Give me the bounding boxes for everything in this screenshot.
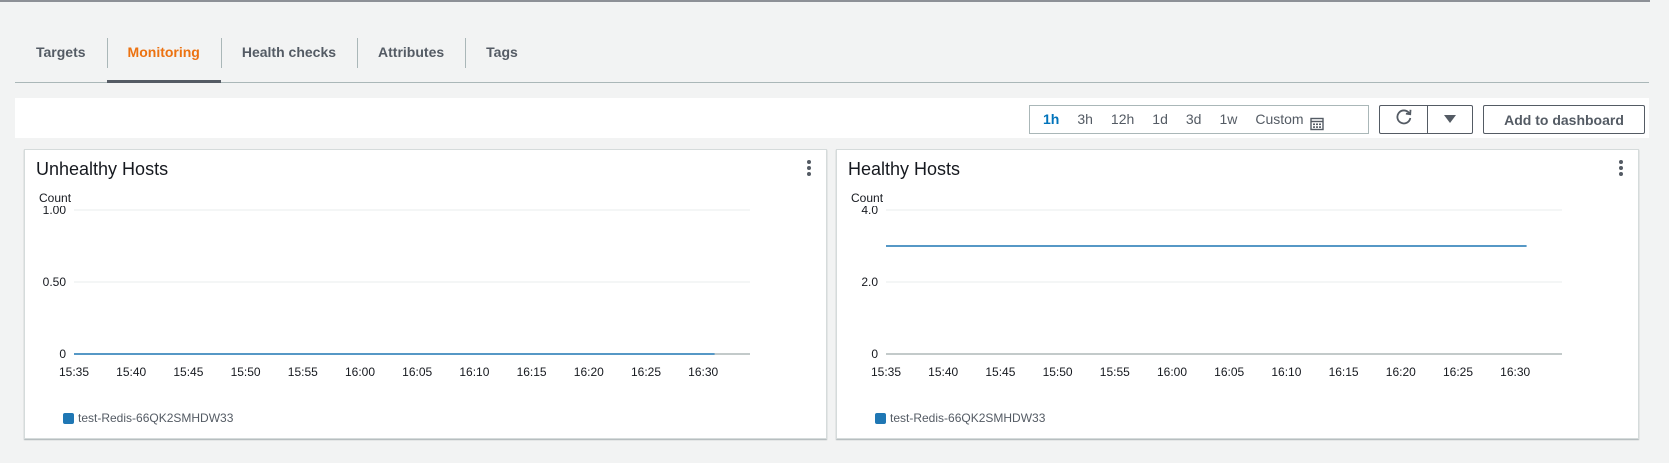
panel-title: Unhealthy Hosts bbox=[36, 159, 169, 179]
range-12h[interactable]: 12h bbox=[1110, 111, 1135, 127]
legend-label: test-Redis-66QK2SMHDW33 bbox=[890, 411, 1046, 425]
refresh-button[interactable] bbox=[1380, 106, 1428, 133]
healthy-hosts-chart: 0 2.0 4.0 15:35 15:40 15:45 15:50 15:55 16:00 16:… bbox=[861, 206, 1562, 379]
tab-monitoring[interactable]: Monitoring bbox=[106, 38, 222, 83]
y-tick-label: 2.0 bbox=[861, 275, 878, 289]
x-tick-label: 16:15 bbox=[517, 365, 547, 379]
refresh-control bbox=[1379, 105, 1473, 134]
x-tick-label: 15:50 bbox=[1043, 365, 1073, 379]
x-tick-label: 16:15 bbox=[1329, 365, 1359, 379]
y-axis-label: Count bbox=[39, 191, 72, 205]
legend-swatch bbox=[875, 412, 886, 424]
refresh-icon bbox=[1395, 108, 1413, 131]
tab-label: Tags bbox=[486, 44, 518, 60]
legend-swatch bbox=[63, 412, 74, 424]
tab-health-checks[interactable]: Health checks bbox=[220, 38, 357, 82]
tab-label: Targets bbox=[36, 44, 86, 60]
x-tick-label: 15:45 bbox=[985, 365, 1015, 379]
caret-down-icon bbox=[1444, 111, 1456, 129]
y-tick-label: 4.0 bbox=[861, 206, 878, 217]
tab-attributes[interactable]: Attributes bbox=[357, 38, 465, 82]
range-custom-label: Custom bbox=[1255, 111, 1304, 127]
x-tick-label: 16:20 bbox=[1386, 365, 1416, 379]
x-tick-label: 16:05 bbox=[402, 365, 432, 379]
more-options-icon[interactable] bbox=[806, 160, 812, 176]
chart-legend[interactable]: test-Redis-66QK2SMHDW33 bbox=[875, 411, 1045, 425]
more-options-icon[interactable] bbox=[1618, 160, 1624, 176]
tab-label: Attributes bbox=[378, 44, 445, 60]
y-tick-label: 0 bbox=[59, 347, 66, 361]
y-tick-label: 1.00 bbox=[43, 206, 67, 217]
healthy-hosts-panel: Healthy Hosts Count 0 2.0 4.0 15:35 15:40 15:… bbox=[836, 149, 1639, 439]
x-tick-label: 15:50 bbox=[231, 365, 261, 379]
calendar-icon bbox=[1309, 113, 1324, 130]
x-tick-label: 16:10 bbox=[1271, 365, 1301, 379]
tab-tags[interactable]: Tags bbox=[465, 38, 539, 82]
refresh-options-dropdown[interactable] bbox=[1428, 106, 1472, 133]
x-tick-label: 16:25 bbox=[1443, 365, 1473, 379]
tab-targets[interactable]: Targets bbox=[15, 38, 107, 82]
x-tick-label: 15:35 bbox=[59, 365, 89, 379]
x-tick-label: 16:00 bbox=[1157, 365, 1187, 379]
top-divider bbox=[0, 0, 1650, 2]
panel-title: Healthy Hosts bbox=[848, 159, 961, 179]
range-3h[interactable]: 3h bbox=[1077, 111, 1093, 127]
legend-label: test-Redis-66QK2SMHDW33 bbox=[78, 411, 234, 425]
x-tick-label: 15:55 bbox=[1100, 365, 1130, 379]
x-tick-label: 16:20 bbox=[574, 365, 604, 379]
range-1d[interactable]: 1d bbox=[1152, 111, 1168, 127]
tab-label: Health checks bbox=[241, 44, 337, 60]
tab-bar: Targets Monitoring Health checks Attribu… bbox=[15, 38, 1649, 83]
unhealthy-hosts-chart: 0 0.50 1.00 15:35 15:40 15:45 15:50 15:55 16:00 1… bbox=[43, 206, 750, 379]
y-tick-label: 0.50 bbox=[43, 275, 67, 289]
x-tick-label: 16:10 bbox=[459, 365, 489, 379]
add-to-dashboard-button[interactable]: Add to dashboard bbox=[1483, 105, 1645, 134]
chart-legend[interactable]: test-Redis-66QK2SMHDW33 bbox=[63, 411, 233, 425]
range-custom[interactable]: Custom bbox=[1246, 106, 1332, 133]
tab-label: Monitoring bbox=[127, 44, 200, 60]
range-1h[interactable]: 1h bbox=[1043, 111, 1060, 127]
x-tick-label: 15:55 bbox=[288, 365, 318, 379]
range-3d[interactable]: 3d bbox=[1185, 111, 1202, 127]
y-tick-label: 0 bbox=[871, 347, 878, 361]
range-1w[interactable]: 1w bbox=[1219, 111, 1238, 127]
monitoring-toolbar: 1h 3h 12h 1d 3d 1w Custom bbox=[15, 98, 1649, 138]
x-tick-label: 16:30 bbox=[1500, 365, 1530, 379]
x-tick-label: 16:25 bbox=[631, 365, 661, 379]
x-tick-label: 15:40 bbox=[116, 365, 146, 379]
x-tick-label: 16:05 bbox=[1214, 365, 1244, 379]
x-tick-label: 15:35 bbox=[871, 365, 901, 379]
x-tick-label: 16:30 bbox=[688, 365, 718, 379]
time-range-selector: 1h 3h 12h 1d 3d 1w Custom bbox=[1029, 105, 1369, 134]
x-tick-label: 15:45 bbox=[173, 365, 203, 379]
x-tick-label: 15:40 bbox=[928, 365, 958, 379]
unhealthy-hosts-panel: Unhealthy Hosts Count 0 0.50 1.00 15:35 15:4… bbox=[24, 149, 827, 439]
x-tick-label: 16:00 bbox=[345, 365, 375, 379]
y-axis-label: Count bbox=[851, 191, 884, 205]
